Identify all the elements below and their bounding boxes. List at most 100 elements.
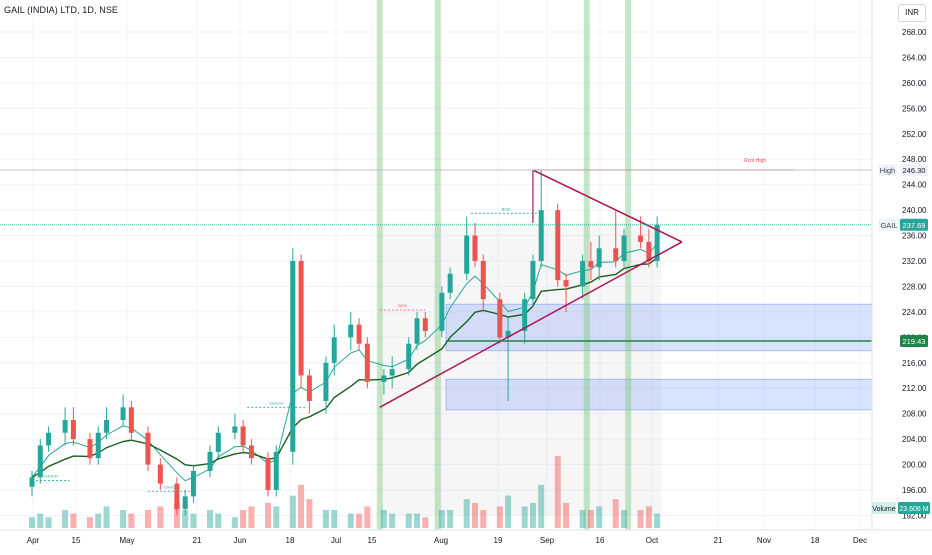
candle-body	[530, 261, 536, 300]
volume-bar	[496, 506, 503, 528]
time-tick-label: May	[119, 536, 134, 545]
time-tick-label: Dec	[853, 536, 867, 545]
time-tick-label: 21	[193, 536, 202, 545]
volume-bar	[389, 513, 396, 528]
candle-body	[128, 407, 134, 433]
candle-body	[37, 445, 43, 478]
time-tick-label: Jul	[331, 536, 341, 545]
last-price-value: 237.69	[903, 221, 926, 230]
symbol-title: GAIL (INDIA) LTD, 1D, NSE	[4, 5, 119, 15]
structure-break-label: CHoCH	[269, 400, 283, 405]
candle-body	[190, 470, 196, 497]
triangle-upper-line	[532, 169, 683, 243]
candle-body	[580, 261, 586, 287]
triangle-lower-line	[379, 241, 683, 408]
time-tick-label: 18	[811, 536, 820, 545]
volume-bars	[29, 456, 661, 528]
candle-body	[323, 362, 329, 401]
ema-line	[31, 257, 658, 478]
highlight-band	[625, 0, 632, 530]
volume-bar	[505, 495, 512, 528]
time-tick-label: 19	[494, 536, 503, 545]
candle-body	[555, 210, 561, 281]
volume-bar	[157, 506, 164, 528]
volume-bar	[144, 510, 151, 528]
structure-break-label: BOS	[398, 303, 407, 308]
volume-bar	[95, 513, 102, 528]
demand-zone	[445, 303, 873, 352]
candle-body	[348, 324, 354, 338]
volume-bar	[231, 517, 238, 528]
candle-body	[538, 210, 544, 261]
candle-body	[480, 261, 486, 300]
volume-bar	[654, 513, 661, 528]
candle-body	[290, 261, 296, 452]
highlight-band	[583, 0, 590, 530]
candle-body	[46, 432, 52, 446]
candle-body	[306, 375, 312, 401]
time-tick-label: Sep	[540, 536, 555, 545]
volume-bar	[587, 510, 594, 528]
volume-bar	[480, 510, 487, 528]
candle-body	[232, 426, 238, 433]
volume-bar	[438, 510, 445, 528]
volume-bar	[471, 502, 478, 528]
price-tick-label: 240.00	[902, 206, 927, 215]
volume-bar	[62, 510, 69, 528]
volume-bar	[414, 513, 421, 528]
volume-bar	[289, 495, 296, 528]
structure-break-label: BOS	[502, 206, 511, 211]
volume-bar	[215, 513, 222, 528]
last-price-value-bg	[900, 218, 928, 231]
volume-bar	[70, 513, 77, 528]
time-tick-label: Jun	[234, 536, 247, 545]
price-tick-label: 256.00	[902, 104, 927, 113]
high-tag: High	[880, 166, 895, 175]
consolidation-shade	[379, 222, 662, 516]
high-tag-bg	[878, 164, 897, 177]
highlight-band	[434, 0, 441, 530]
candle-body	[472, 235, 478, 261]
candle-body	[215, 432, 221, 452]
volume-bar	[298, 484, 305, 528]
candle-body	[505, 330, 511, 338]
candle-body	[182, 496, 188, 510]
volume-bar	[190, 513, 197, 528]
candle-body	[120, 407, 126, 421]
price-tick-label: 212.00	[902, 384, 927, 393]
support-value-bg	[900, 334, 928, 347]
volume-bar	[554, 456, 561, 528]
highlight-bands	[376, 0, 632, 530]
price-tick-label: 228.00	[902, 282, 927, 291]
candle-body	[207, 451, 213, 471]
volume-bar	[120, 510, 127, 528]
candle-body	[563, 280, 569, 287]
volume-bar	[29, 517, 35, 528]
high-value-bg	[900, 164, 928, 177]
annotations: Rcnt High BOS BOS CHoCH CHoCH CHOCH	[0, 158, 872, 492]
volume-bar	[529, 502, 536, 528]
volume-bar	[538, 484, 545, 528]
time-tick-label: 18	[286, 536, 295, 545]
candle-body	[356, 324, 362, 344]
volume-bar	[364, 506, 371, 528]
price-tick-label: 252.00	[902, 130, 927, 139]
price-tick-label: 204.00	[902, 435, 927, 444]
currency-button[interactable]: INR	[898, 4, 926, 22]
highlight-band	[376, 0, 383, 530]
candle-body	[145, 432, 151, 465]
price-axis-panel	[872, 0, 932, 550]
candle-body	[654, 224, 660, 261]
volume-bar	[521, 506, 528, 528]
time-tick-label: Oct	[646, 536, 659, 545]
price-tick-label: 260.00	[902, 79, 927, 88]
candle-body	[248, 445, 254, 459]
volume-bar	[306, 499, 313, 528]
price-tick-label: 200.00	[902, 461, 927, 470]
last-price-tag: GAIL	[880, 221, 897, 230]
price-tick-label: 196.00	[902, 486, 927, 495]
candle-body	[389, 369, 395, 376]
